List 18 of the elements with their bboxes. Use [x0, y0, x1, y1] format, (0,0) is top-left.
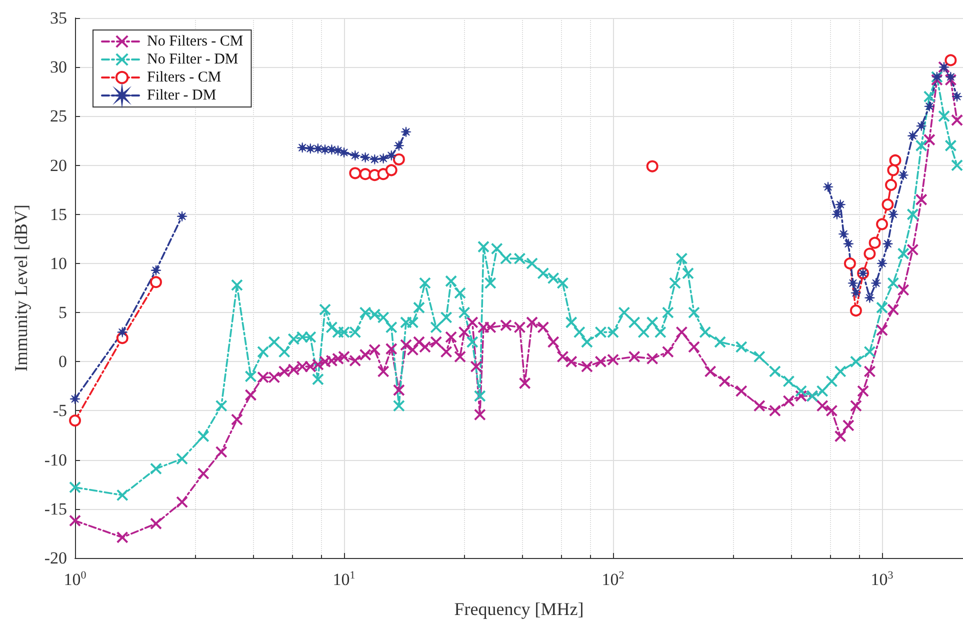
legend-label: No Filters - CM: [147, 34, 244, 50]
y-tick-label: -20: [44, 548, 67, 568]
y-axis-title: Immunity Level [dBV]: [11, 204, 31, 372]
y-tick-label: 15: [50, 204, 67, 224]
y-tick-label: 5: [58, 303, 67, 322]
y-tick-label: 25: [50, 106, 67, 126]
y-tick-label: 20: [50, 156, 67, 175]
y-tick-label: 10: [50, 254, 67, 273]
legend-label: No Filter - DM: [147, 52, 238, 68]
y-tick-label: -15: [44, 499, 67, 518]
y-tick-label: -5: [52, 401, 67, 420]
y-tick-label: -10: [44, 450, 67, 470]
y-tick-label: 30: [50, 58, 67, 77]
y-tick-label: 0: [58, 352, 67, 372]
legend-label: Filters - CM: [147, 70, 222, 86]
x-axis-title: Frequency [MHz]: [454, 599, 584, 619]
y-tick-label: 35: [50, 8, 67, 28]
legend-label: Filter - DM: [147, 88, 216, 104]
